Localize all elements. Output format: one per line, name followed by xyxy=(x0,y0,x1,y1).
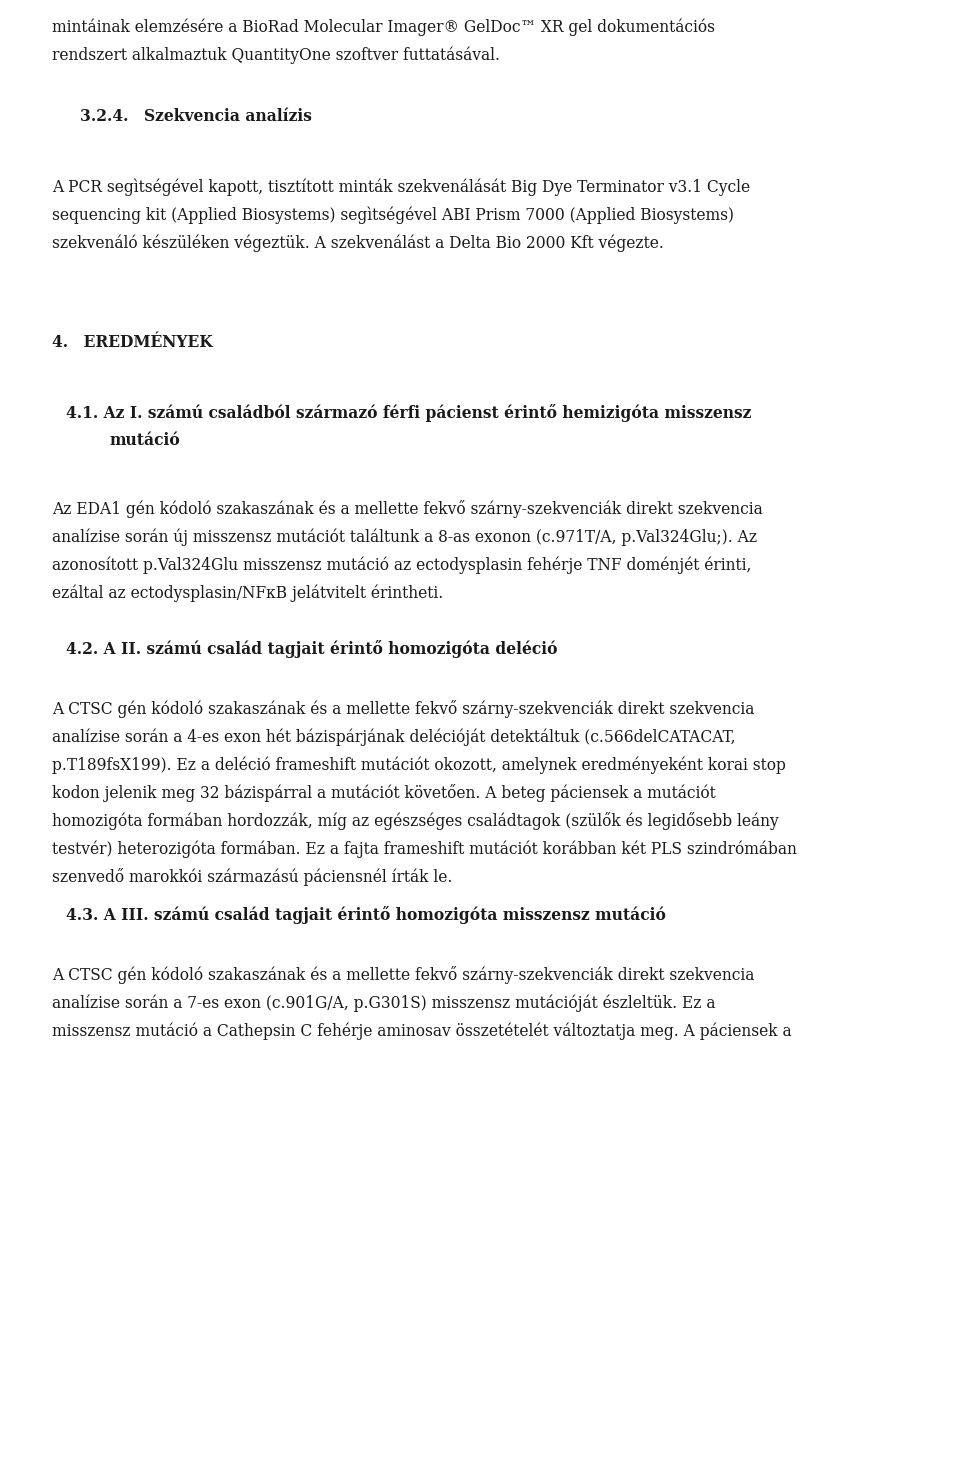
Text: 4.2. A II. számú család tagjait érintő homozigóta deléció: 4.2. A II. számú család tagjait érintő h… xyxy=(66,640,558,657)
Text: szekvenáló készüléken végeztük. A szekvenálást a Delta Bio 2000 Kft végezte.: szekvenáló készüléken végeztük. A szekve… xyxy=(52,234,664,252)
Text: rendszert alkalmaztuk QuantityOne szoftver futtatásával.: rendszert alkalmaztuk QuantityOne szoftv… xyxy=(52,45,500,63)
Text: 4.1. Az I. számú családból származó férfi pácienst érintő hemizigóta misszensz: 4.1. Az I. számú családból származó férf… xyxy=(66,404,752,422)
Text: Az EDA1 gén kódoló szakaszának és a mellette fekvő szárny-szekvenciák direkt sze: Az EDA1 gén kódoló szakaszának és a mell… xyxy=(52,501,763,518)
Text: 3.2.4. Szekvencia analízis: 3.2.4. Szekvencia analízis xyxy=(80,108,312,124)
Text: ezáltal az ectodysplasin/NFκB jelátvitelt érintheti.: ezáltal az ectodysplasin/NFκB jelátvitel… xyxy=(52,584,444,602)
Text: mintáinak elemzésére a BioRad Molecular Imager® GelDoc™ XR gel dokumentációs: mintáinak elemzésére a BioRad Molecular … xyxy=(52,18,715,35)
Text: A CTSC gén kódoló szakaszának és a mellette fekvő szárny-szekvenciák direkt szek: A CTSC gén kódoló szakaszának és a melle… xyxy=(52,966,755,984)
Text: p.T189fsX199). Ez a deléció frameshift mutációt okozott, amelynek eredményeként : p.T189fsX199). Ez a deléció frameshift m… xyxy=(52,755,786,773)
Text: A CTSC gén kódoló szakaszának és a mellette fekvő szárny-szekvenciák direkt szek: A CTSC gén kódoló szakaszának és a melle… xyxy=(52,700,755,717)
Text: analízise során új misszensz mutációt találtunk a 8-as exonon (c.971T/A, p.Val32: analízise során új misszensz mutációt ta… xyxy=(52,529,757,546)
Text: 4. EREDMÉNYEK: 4. EREDMÉNYEK xyxy=(52,334,213,351)
Text: misszensz mutáció a Cathepsin C fehérje aminosav összetételét változtatja meg. A: misszensz mutáció a Cathepsin C fehérje … xyxy=(52,1022,792,1039)
Text: szenvedő marokkói származású páciensnél írták le.: szenvedő marokkói származású páciensnél … xyxy=(52,868,452,886)
Text: mutáció: mutáció xyxy=(110,432,180,449)
Text: kodon jelenik meg 32 bázispárral a mutációt követően. A beteg páciensek a mutáci: kodon jelenik meg 32 bázispárral a mutác… xyxy=(52,785,716,802)
Text: sequencing kit (Applied Biosystems) segìtségével ABI Prism 7000 (Applied Biosyst: sequencing kit (Applied Biosystems) segì… xyxy=(52,206,734,224)
Text: azonosított p.Val324Glu misszensz mutáció az ectodysplasin fehérje TNF doménjét : azonosított p.Val324Glu misszensz mutáci… xyxy=(52,556,752,574)
Text: analízise során a 7-es exon (c.901G/A, p.G301S) misszensz mutációját észleltük. : analízise során a 7-es exon (c.901G/A, p… xyxy=(52,994,715,1012)
Text: analízise során a 4-es exon hét bázispárjának delécióját detektáltuk (c.566delCA: analízise során a 4-es exon hét bázispár… xyxy=(52,728,735,745)
Text: homozigóta formában hordozzák, míg az egészséges családtagok (szülők és legidőse: homozigóta formában hordozzák, míg az eg… xyxy=(52,813,779,830)
Text: A PCR segìtségével kapott, tisztított minták szekvenálását Big Dye Terminator v3: A PCR segìtségével kapott, tisztított mi… xyxy=(52,179,750,196)
Text: 4.3. A III. számú család tagjait érintő homozigóta misszensz mutáció: 4.3. A III. számú család tagjait érintő … xyxy=(66,906,666,924)
Text: testvér) heterozigóta formában. Ez a fajta frameshift mutációt korábban két PLS : testvér) heterozigóta formában. Ez a faj… xyxy=(52,840,797,858)
